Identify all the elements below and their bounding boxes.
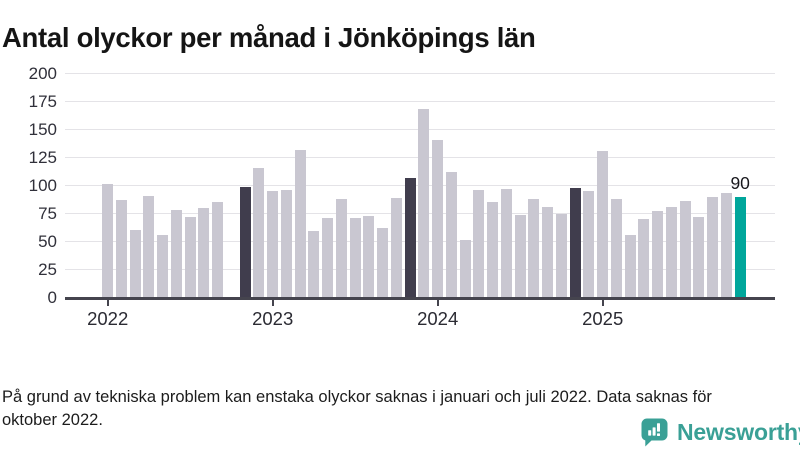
bar-2025-02 bbox=[610, 198, 622, 298]
x-axis-tick-2025 bbox=[601, 299, 604, 306]
gridline-y-175 bbox=[65, 100, 775, 103]
bar-2022-05 bbox=[157, 234, 169, 298]
bar-2024-03 bbox=[459, 240, 471, 298]
newsworthy-speech-bubble-chart-icon bbox=[641, 418, 668, 447]
current-month-value-label: 90 bbox=[730, 172, 750, 193]
bar-2022-09 bbox=[212, 202, 224, 298]
y-axis-tick-label: 200 bbox=[28, 63, 57, 83]
bar-2025-06 bbox=[665, 206, 677, 298]
bar-2024-11 bbox=[569, 187, 581, 298]
bar-2022-03 bbox=[129, 230, 141, 298]
newsworthy-wordmark: Newsworthy bbox=[677, 419, 800, 445]
gridline-y-200 bbox=[65, 72, 775, 75]
bar-2024-10 bbox=[555, 213, 567, 298]
bar-chart: 0 25 50 75 100 125 150 175 200 90 2022 2023 2024 2025 bbox=[28, 63, 775, 329]
bar-2025-10 bbox=[720, 193, 732, 298]
bar-2025-09 bbox=[707, 196, 719, 298]
y-axis-tick-label: 0 bbox=[47, 287, 57, 307]
bar-2025-07 bbox=[679, 201, 691, 298]
bar-2024-12 bbox=[583, 191, 595, 298]
bar-2022-07 bbox=[184, 216, 196, 298]
bar-2025-03 bbox=[624, 234, 636, 298]
bar-2022-01 bbox=[102, 184, 114, 298]
x-axis-tick-2023 bbox=[271, 299, 274, 306]
y-axis-tick-label: 150 bbox=[28, 119, 57, 139]
bar-2025-01 bbox=[597, 150, 609, 298]
bar-2022-02 bbox=[115, 200, 127, 298]
x-axis-year-label: 2025 bbox=[582, 307, 624, 329]
bar-2023-06 bbox=[335, 198, 347, 298]
bar-2025-11 bbox=[734, 196, 746, 298]
y-axis-tick-label: 125 bbox=[28, 147, 57, 167]
bar-2023-10 bbox=[390, 197, 402, 298]
bar-2022-04 bbox=[143, 195, 155, 298]
y-axis-tick-label: 175 bbox=[28, 91, 57, 111]
bar-2024-02 bbox=[445, 172, 457, 298]
bar-2024-01 bbox=[432, 139, 444, 298]
x-axis-line bbox=[65, 296, 775, 300]
bar-2023-08 bbox=[363, 215, 375, 298]
x-axis-year-label: 2023 bbox=[252, 307, 294, 329]
chart-title: Antal olyckor per månad i Jönköpings län bbox=[2, 22, 536, 54]
bar-2024-09 bbox=[542, 206, 554, 298]
bar-2024-05 bbox=[487, 202, 499, 298]
bar-2023-07 bbox=[349, 217, 361, 298]
bar-2025-08 bbox=[693, 216, 705, 298]
bar-2023-02 bbox=[280, 189, 292, 298]
bar-2024-04 bbox=[473, 189, 485, 298]
bar-2023-05 bbox=[322, 217, 334, 298]
newsworthy-logo: Newsworthy bbox=[641, 417, 800, 447]
x-axis-year-label: 2022 bbox=[87, 307, 129, 329]
chart-footnote: På grund av tekniska problem kan enstaka… bbox=[2, 387, 712, 430]
bar-2023-01 bbox=[267, 191, 279, 298]
bar-2024-06 bbox=[500, 188, 512, 298]
x-axis-tick-2024 bbox=[436, 299, 439, 306]
bar-2022-08 bbox=[198, 207, 210, 298]
bar-2025-04 bbox=[638, 219, 650, 298]
bar-2023-11 bbox=[404, 177, 416, 298]
bar-2023-12 bbox=[418, 109, 430, 298]
bar-2025-05 bbox=[652, 211, 664, 298]
y-axis-tick-label: 50 bbox=[38, 231, 57, 251]
x-axis-year-label: 2024 bbox=[417, 307, 459, 329]
bar-2023-04 bbox=[308, 231, 320, 298]
bar-2023-03 bbox=[294, 149, 306, 298]
bar-2022-12 bbox=[253, 167, 265, 298]
y-axis-tick-label: 75 bbox=[38, 203, 57, 223]
y-axis-tick-label: 25 bbox=[38, 259, 57, 279]
x-axis-tick-2022 bbox=[106, 299, 109, 306]
y-axis-tick-label: 100 bbox=[28, 175, 57, 195]
bar-2022-06 bbox=[170, 210, 182, 298]
bar-2024-07 bbox=[514, 214, 526, 298]
bar-2024-08 bbox=[528, 198, 540, 298]
bar-2022-11 bbox=[239, 186, 251, 298]
bar-2023-09 bbox=[377, 228, 389, 298]
